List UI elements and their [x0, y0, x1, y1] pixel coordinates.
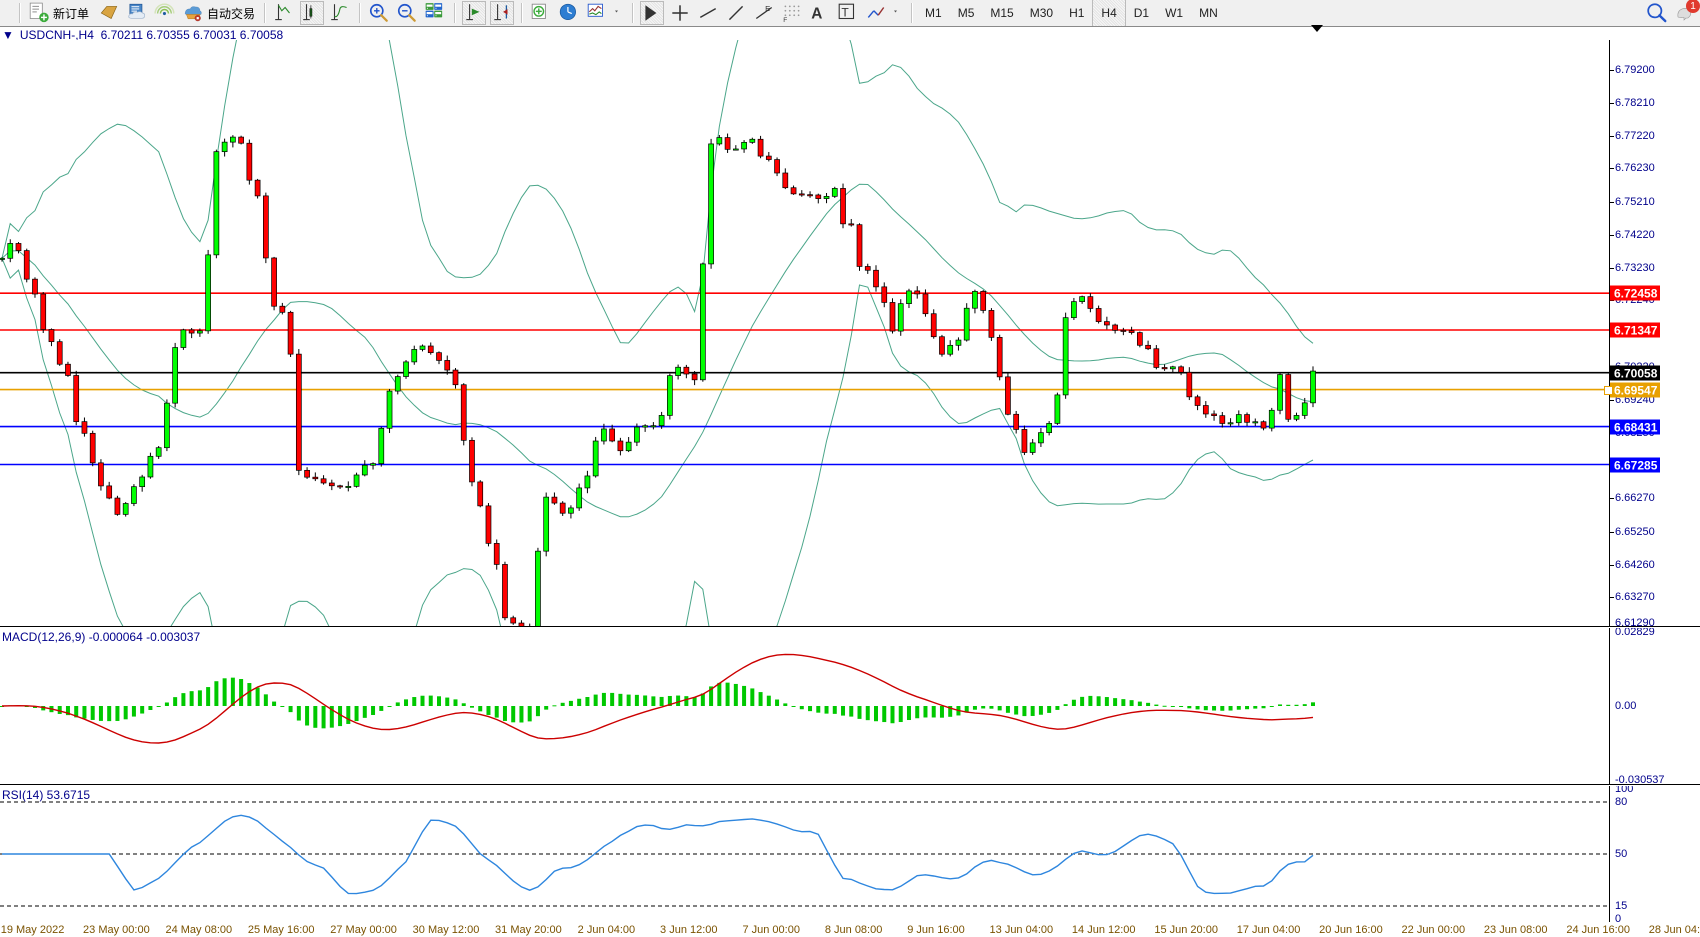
- svg-text:A: A: [811, 6, 822, 23]
- svg-text:F: F: [783, 17, 787, 24]
- svg-text:T: T: [841, 5, 849, 19]
- svg-text:E: E: [765, 4, 770, 13]
